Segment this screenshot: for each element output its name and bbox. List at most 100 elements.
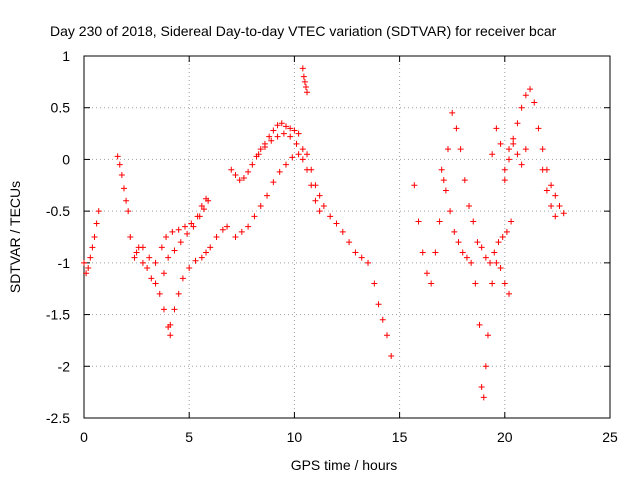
data-point — [95, 208, 102, 215]
y-tick-label: 0.5 — [51, 100, 71, 116]
data-point — [495, 239, 502, 246]
data-point — [506, 146, 513, 153]
data-point — [257, 202, 264, 209]
data-point — [224, 223, 231, 230]
data-point — [506, 290, 513, 297]
data-point — [510, 140, 517, 147]
data-point — [514, 151, 521, 158]
data-point — [120, 185, 127, 192]
data-point — [274, 122, 281, 129]
data-point — [81, 259, 87, 266]
data-point — [280, 130, 287, 137]
x-tick-label: 10 — [287, 429, 303, 445]
data-point — [158, 244, 165, 251]
data-point — [522, 146, 529, 153]
data-point — [352, 249, 359, 256]
series-segment5e — [539, 166, 559, 220]
data-point — [186, 265, 193, 272]
data-point — [531, 99, 538, 106]
data-point — [379, 316, 386, 323]
data-point — [493, 125, 500, 132]
data-point — [192, 257, 199, 264]
data-point — [249, 161, 256, 168]
series-spike — [299, 65, 311, 96]
data-point — [440, 177, 447, 184]
data-point — [232, 171, 239, 178]
data-point — [274, 133, 281, 140]
data-point — [371, 280, 378, 287]
series-segment5a — [411, 109, 515, 287]
data-point — [289, 154, 296, 161]
data-point — [228, 166, 235, 173]
data-point — [535, 125, 542, 132]
data-point — [116, 161, 123, 168]
data-point — [118, 171, 125, 178]
data-point — [299, 156, 306, 163]
data-point — [487, 259, 494, 266]
data-point — [552, 213, 559, 220]
data-point — [232, 234, 239, 240]
data-point — [552, 192, 559, 199]
data-point — [184, 230, 191, 237]
data-point — [196, 213, 203, 220]
tick-marks — [83, 55, 611, 419]
data-point — [240, 175, 247, 182]
data-point — [484, 332, 491, 339]
data-point — [476, 321, 483, 328]
data-point — [139, 244, 146, 251]
data-point — [506, 156, 513, 163]
data-point — [300, 73, 307, 80]
data-point — [480, 394, 487, 401]
y-tick-label: -1 — [58, 255, 71, 271]
data-point — [514, 120, 521, 127]
data-point — [453, 125, 460, 132]
data-point — [518, 104, 525, 111]
data-point — [499, 234, 506, 240]
y-tick-label: -0.5 — [46, 203, 70, 219]
data-point — [169, 228, 176, 235]
data-point — [167, 321, 174, 328]
chart-title: Day 230 of 2018, Sidereal Day-to-day VTE… — [50, 23, 557, 39]
x-tick-label: 25 — [602, 429, 618, 445]
data-point — [501, 177, 508, 184]
series-early — [81, 208, 102, 277]
data-point — [156, 290, 163, 297]
data-point — [472, 280, 479, 287]
data-point — [320, 202, 327, 209]
y-tick-label: -1.5 — [46, 307, 70, 323]
data-point — [91, 234, 98, 240]
data-point — [518, 161, 525, 168]
y-axis-label: SDTVAR / TECUs — [7, 181, 23, 293]
data-point — [133, 249, 140, 256]
data-point — [152, 259, 159, 266]
data-point — [489, 280, 496, 287]
data-point — [383, 332, 390, 339]
data-point — [261, 144, 268, 151]
data-point — [287, 133, 294, 140]
y-tick-label: 0 — [62, 151, 70, 167]
data-point — [301, 78, 308, 85]
data-point — [333, 220, 340, 227]
data-point — [388, 352, 395, 359]
data-point — [293, 140, 300, 147]
data-point — [415, 218, 422, 225]
data-point — [278, 120, 285, 127]
data-point — [423, 270, 430, 277]
data-point — [251, 213, 258, 220]
data-point — [207, 244, 214, 251]
series-segment4c — [255, 130, 395, 359]
x-tick-labels: 0 5 10 15 20 25 — [80, 429, 618, 445]
data-point — [543, 187, 550, 194]
y-tick-labels: 1 0.5 0 -0.5 -1 -1.5 -2 -2.5 — [46, 48, 70, 426]
plot-frame — [83, 55, 611, 419]
data-point — [556, 202, 563, 209]
data-point — [245, 223, 252, 230]
data-point — [339, 228, 346, 235]
series-segment5b — [438, 166, 513, 401]
data-point — [468, 259, 475, 266]
data-point — [160, 270, 167, 277]
data-point — [282, 161, 289, 168]
y-tick-label: -2.5 — [46, 410, 70, 426]
data-point — [287, 125, 294, 132]
